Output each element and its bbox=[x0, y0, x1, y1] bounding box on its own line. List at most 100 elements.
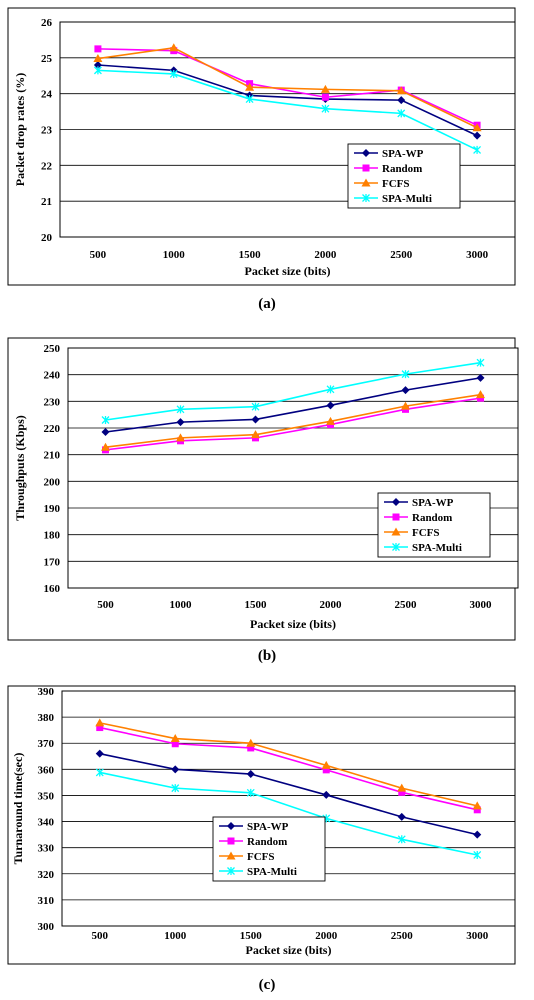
series-fcfs bbox=[101, 390, 485, 451]
x-tick-label: 500 bbox=[90, 249, 107, 261]
legend-marker bbox=[362, 194, 370, 202]
data-point bbox=[476, 358, 485, 367]
legend-marker bbox=[227, 867, 235, 875]
data-point bbox=[95, 768, 104, 777]
series-line bbox=[105, 377, 481, 433]
legend-label: Random bbox=[382, 163, 422, 175]
x-tick-label: 3000 bbox=[466, 249, 489, 261]
plot-area bbox=[61, 690, 516, 927]
data-point bbox=[473, 806, 481, 814]
y-axis-title: Turnaround time(sec) bbox=[11, 753, 25, 865]
legend-item: Random bbox=[354, 163, 422, 175]
y-tick-label: 360 bbox=[38, 764, 55, 776]
chart-panel-c: 300 310 320 330 340 350 360 370 380 390 500 1000 150… bbox=[0, 678, 534, 968]
legend-marker bbox=[227, 822, 235, 830]
data-point bbox=[171, 765, 180, 774]
legend-item: Random bbox=[219, 836, 287, 848]
y-tick-label: 23 bbox=[41, 125, 53, 137]
series-line bbox=[99, 726, 478, 811]
data-point bbox=[321, 93, 329, 101]
y-tick-label: 240 bbox=[44, 370, 61, 382]
legend-marker bbox=[226, 851, 236, 860]
packet-drop-rate-chart: 20 21 22 23 24 25 26 500 1000 1500 2000 2500 3000 Pac… bbox=[7, 7, 516, 286]
legend-label: SPA-Multi bbox=[247, 866, 297, 878]
legend-label: SPA-WP bbox=[247, 821, 289, 833]
data-point bbox=[398, 788, 406, 796]
data-point bbox=[247, 744, 255, 752]
data-point bbox=[476, 373, 485, 382]
x-axis-title: Packet size (bits) bbox=[245, 264, 331, 278]
data-point bbox=[171, 784, 180, 793]
data-point bbox=[245, 82, 255, 91]
data-point bbox=[245, 95, 254, 104]
x-tick-label: 3000 bbox=[466, 930, 489, 942]
data-point bbox=[101, 416, 110, 424]
y-tick-label: 230 bbox=[44, 396, 61, 408]
caption-a: (a) bbox=[258, 296, 276, 312]
legend: SPA-WP Random FCFS SPA-Multi bbox=[377, 492, 491, 558]
x-tick-label: 1000 bbox=[164, 930, 187, 942]
data-point bbox=[246, 788, 255, 797]
legend-item: FCFS bbox=[354, 178, 410, 190]
legend-item: SPA-WP bbox=[384, 497, 454, 509]
legend: SPA-WP Random FCFS SPA-Multi bbox=[347, 143, 461, 209]
y-tick-label: 160 bbox=[44, 583, 61, 595]
legend-item: SPA-Multi bbox=[384, 542, 462, 554]
y-tick-label: 390 bbox=[38, 686, 55, 698]
x-axis-title: Packet size (bits) bbox=[250, 617, 336, 631]
legend-label: FCFS bbox=[382, 178, 410, 190]
legend-label: Random bbox=[247, 836, 287, 848]
legend-item: SPA-WP bbox=[219, 821, 289, 833]
y-tick-label: 180 bbox=[44, 530, 61, 542]
legend-label: Random bbox=[412, 512, 452, 524]
x-tick-label: 1000 bbox=[170, 599, 193, 611]
legend-item: SPA-WP bbox=[354, 148, 424, 160]
data-point bbox=[401, 401, 410, 410]
series-fcfs bbox=[93, 43, 482, 132]
data-point bbox=[397, 812, 406, 821]
x-tick-label: 1500 bbox=[239, 249, 262, 261]
y-tick-label: 22 bbox=[41, 160, 53, 172]
legend-item: FCFS bbox=[219, 851, 275, 863]
x-tick-label: 2500 bbox=[391, 930, 414, 942]
legend-marker bbox=[392, 498, 400, 506]
data-point bbox=[397, 835, 406, 844]
data-point bbox=[251, 415, 260, 424]
data-point bbox=[473, 145, 482, 154]
caption-b: (b) bbox=[257, 648, 277, 664]
legend-item: SPA-Multi bbox=[354, 193, 432, 205]
series-spa-wp bbox=[101, 373, 485, 436]
legend-label: SPA-Multi bbox=[382, 193, 432, 205]
x-tick-label: 1500 bbox=[245, 599, 268, 611]
y-tick-label: 210 bbox=[44, 450, 61, 462]
y-tick-label: 340 bbox=[38, 817, 55, 829]
series-line bbox=[105, 397, 481, 451]
x-tick-label: 3000 bbox=[470, 599, 493, 611]
data-point bbox=[326, 385, 335, 394]
legend-marker bbox=[362, 149, 370, 157]
data-point bbox=[101, 442, 110, 451]
legend-label: SPA-WP bbox=[382, 148, 424, 160]
y-tick-label: 380 bbox=[38, 712, 55, 724]
data-point bbox=[176, 433, 185, 442]
y-tick-label: 330 bbox=[38, 843, 55, 855]
data-point bbox=[95, 749, 104, 758]
data-point bbox=[94, 45, 102, 53]
data-point bbox=[473, 131, 482, 140]
data-point bbox=[169, 43, 179, 52]
legend-label: FCFS bbox=[247, 851, 275, 863]
legend-marker bbox=[392, 543, 400, 551]
y-tick-label: 350 bbox=[38, 790, 55, 802]
y-tick-label: 24 bbox=[41, 89, 53, 101]
data-point bbox=[251, 430, 260, 439]
legend-marker bbox=[392, 513, 400, 521]
data-point bbox=[326, 401, 335, 410]
data-point bbox=[476, 390, 485, 399]
data-point bbox=[101, 428, 110, 436]
x-tick-label: 500 bbox=[92, 930, 109, 942]
series-line bbox=[105, 393, 481, 448]
series-line bbox=[97, 69, 478, 151]
y-tick-label: 250 bbox=[44, 343, 61, 355]
x-tick-label: 2000 bbox=[314, 249, 337, 261]
y-tick-label: 21 bbox=[41, 196, 52, 208]
